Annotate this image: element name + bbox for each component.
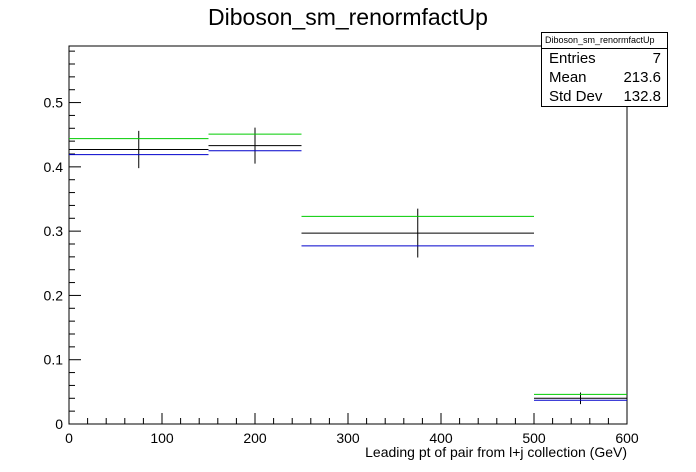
stats-label-stddev: Std Dev [549,88,603,105]
stats-value-entries: 7 [652,50,661,67]
y-tick-label: 0.5 [44,95,64,111]
y-tick-label: 0.4 [44,159,64,175]
stats-value-mean: 213.6 [623,69,661,86]
stats-value-stddev: 132.8 [623,88,661,105]
y-tick-label: 0.1 [44,352,64,368]
x-tick-label: 200 [243,430,267,446]
x-tick-label: 600 [615,430,639,446]
x-tick-label: 0 [65,430,73,446]
stats-label-mean: Mean [549,69,587,86]
y-tick-label: 0.2 [44,287,64,303]
stats-box-name: Diboson_sm_renormfactUp [542,33,667,49]
stats-box: Diboson_sm_renormfactUp Entries 7 Mean 2… [541,32,668,107]
chart-title: Diboson_sm_renormfactUp [208,4,488,30]
x-axis-label: Leading pt of pair from l+j collection (… [365,444,627,460]
x-tick-label: 100 [150,430,174,446]
stats-label-entries: Entries [549,50,596,67]
stats-row-stddev: Std Dev 132.8 [542,87,667,106]
x-tick-label: 300 [336,430,360,446]
y-tick-label: 0.3 [44,223,64,239]
x-tick-label: 400 [429,430,453,446]
y-tick-label: 0 [55,416,63,432]
stats-row-entries: Entries 7 [542,49,667,68]
stats-row-mean: Mean 213.6 [542,68,667,87]
x-tick-label: 500 [522,430,546,446]
